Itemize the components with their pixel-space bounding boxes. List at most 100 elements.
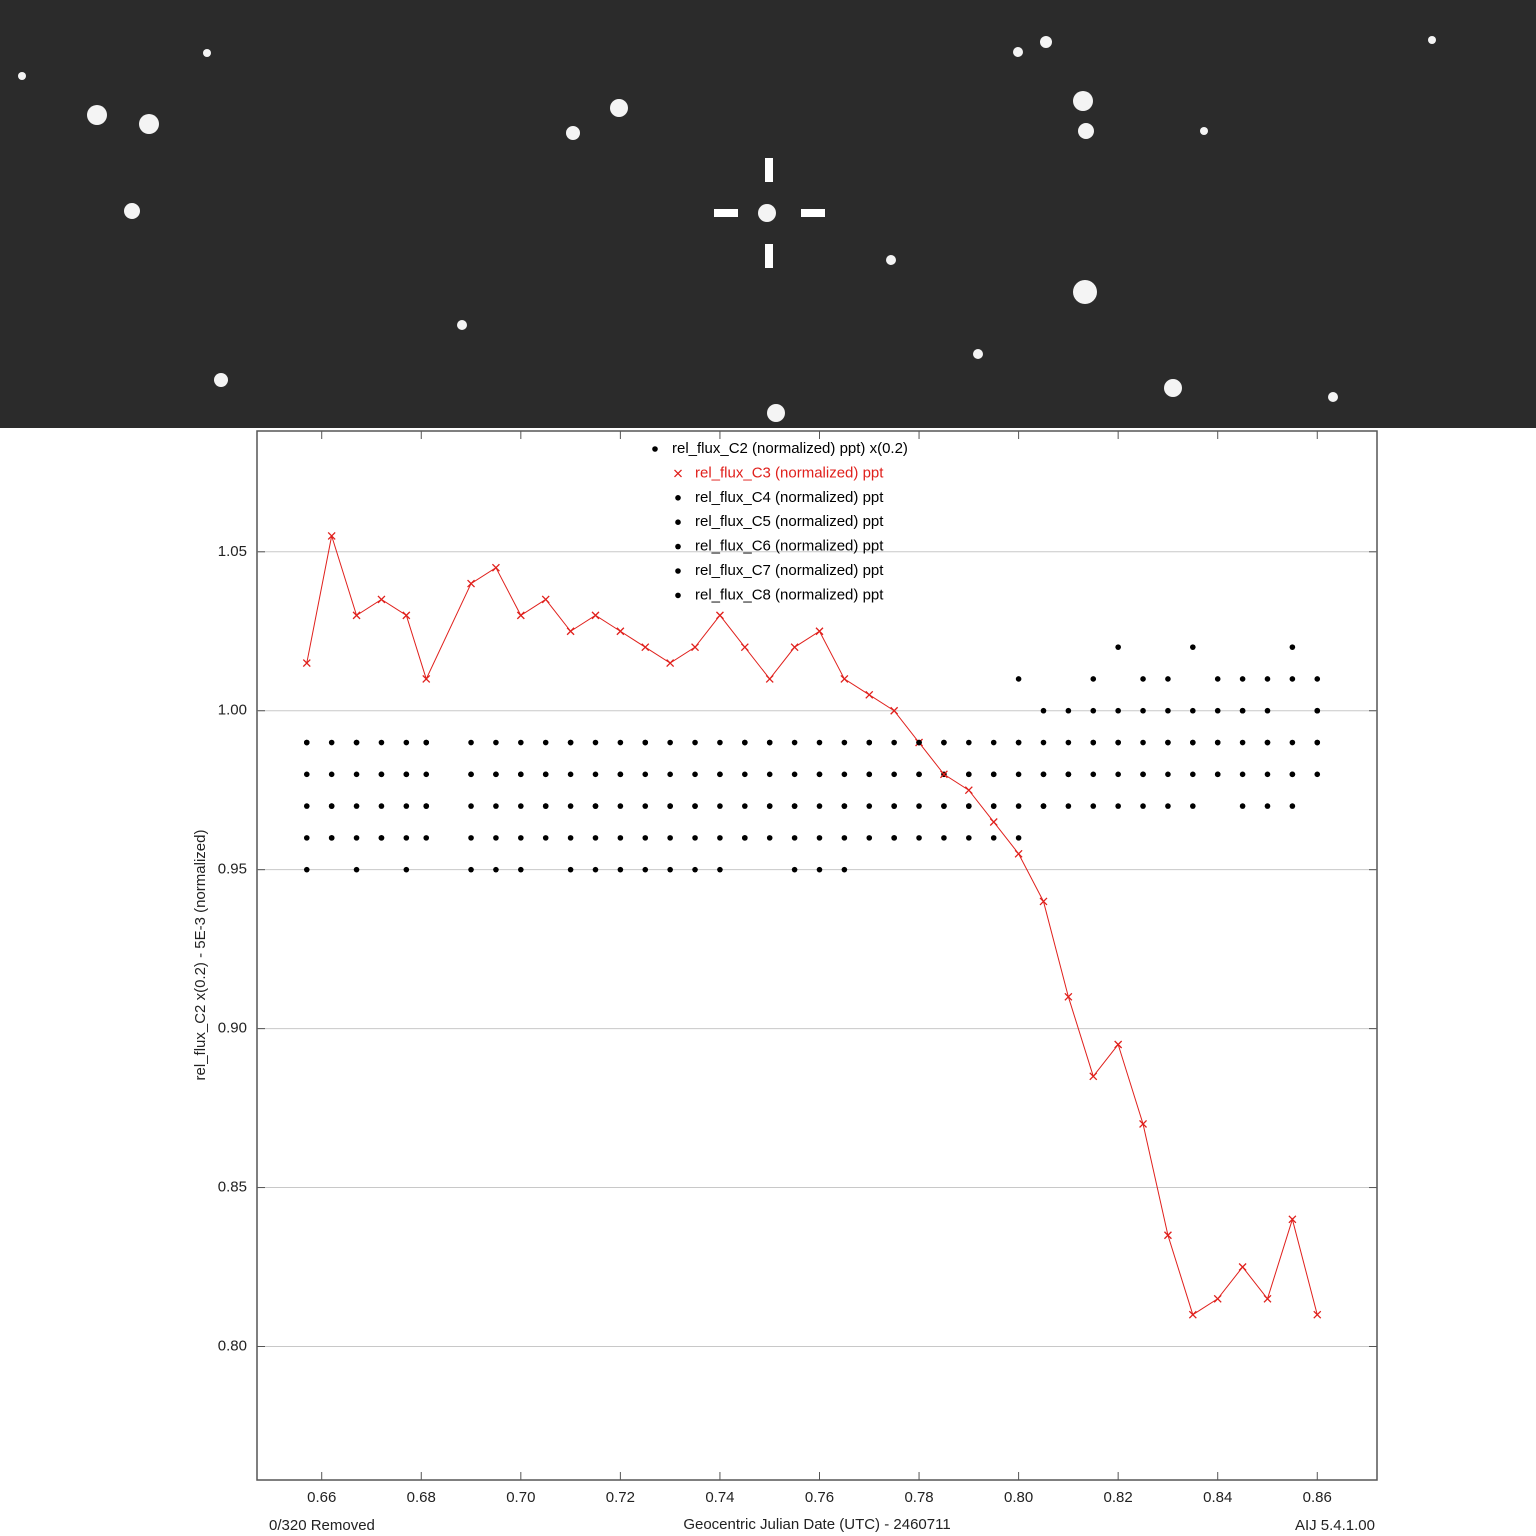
dot-marker: [1289, 739, 1296, 746]
legend-label: rel_flux_C3 (normalized) ppt: [695, 464, 884, 481]
dot-marker: [567, 835, 574, 841]
star: [610, 99, 628, 117]
dot-marker: [1214, 707, 1221, 714]
dot-marker: [567, 771, 574, 778]
dot-marker: [766, 803, 773, 809]
dot-marker: [378, 771, 385, 778]
x-tick-label: 0.70: [506, 1489, 535, 1506]
dot-marker: [1264, 803, 1271, 809]
x-marker: [1163, 1231, 1172, 1240]
star: [1078, 123, 1094, 139]
y-tick-label: 1.05: [218, 543, 247, 560]
star: [886, 255, 896, 265]
dot-marker: [667, 835, 673, 841]
star: [87, 105, 107, 125]
x-marker: [566, 627, 575, 636]
dot-marker: [742, 739, 748, 746]
dot-marker: [423, 739, 430, 746]
target-reticle: [714, 158, 825, 268]
x-tick-label: 0.68: [407, 1489, 436, 1506]
dot-marker: [766, 835, 773, 841]
dot-marker: [742, 835, 748, 841]
dot-marker: [353, 739, 360, 746]
dot-marker: [990, 803, 997, 809]
dot-marker: [841, 803, 848, 809]
dot-marker: [328, 739, 335, 746]
dot-marker: [742, 771, 748, 778]
dot-marker: [303, 866, 310, 873]
x-tick-label: 0.84: [1203, 1489, 1232, 1506]
dot-marker: [742, 803, 748, 809]
dot-marker: [542, 771, 549, 778]
dot-marker: [1065, 803, 1072, 809]
x-marker: [402, 611, 411, 620]
y-tick-label: 0.95: [218, 861, 247, 878]
dot-marker: [353, 771, 360, 778]
dot-marker: [642, 835, 649, 841]
dot-marker: [1165, 739, 1171, 746]
dot-marker: [1090, 676, 1097, 682]
star: [124, 203, 140, 219]
star: [1013, 47, 1023, 57]
x-marker: [1213, 1294, 1222, 1303]
dot-marker: [891, 835, 897, 841]
dot-marker: [468, 739, 474, 746]
x-marker: [516, 611, 525, 620]
dot-marker: [353, 835, 360, 841]
x-marker: [740, 643, 749, 652]
dot-marker: [642, 866, 649, 873]
dot-marker: [1065, 707, 1072, 714]
dot-marker: [328, 803, 335, 809]
dot-marker: [1140, 707, 1146, 714]
dot-marker: [1015, 676, 1022, 682]
dot-marker: [642, 803, 649, 809]
dot-marker: [617, 835, 624, 841]
dot-marker: [1190, 707, 1196, 714]
dot-marker: [1115, 739, 1121, 746]
x-tick-label: 0.66: [307, 1489, 336, 1506]
dot-marker: [717, 835, 723, 841]
dot-marker: [353, 866, 360, 873]
dot-marker: [692, 835, 698, 841]
x-marker: [1089, 1072, 1098, 1081]
dot-marker: [642, 771, 649, 778]
dot-marker: [791, 803, 798, 809]
dot-marker: [592, 739, 599, 746]
dot-marker: [1289, 644, 1296, 650]
x-marker: [302, 659, 311, 668]
dot-marker: [1015, 739, 1022, 746]
dot-marker: [1214, 771, 1221, 778]
y-tick-label: 1.00: [218, 702, 247, 719]
dot-marker: [816, 866, 823, 873]
x-marker: [1039, 897, 1048, 906]
dot-marker: [403, 803, 410, 809]
star: [1328, 392, 1338, 402]
dot-marker: [567, 739, 574, 746]
dot-marker: [1015, 835, 1022, 841]
dot-marker: [667, 739, 673, 746]
dot-marker: [692, 866, 698, 873]
dot-marker: [1190, 739, 1196, 746]
x-marker: [1313, 1310, 1322, 1319]
removed-count: 0/320 Removed: [269, 1517, 375, 1534]
dot-marker: [592, 803, 599, 809]
dot-marker: [667, 803, 673, 809]
x-marker: [840, 674, 849, 683]
dot-marker: [1289, 676, 1296, 682]
x-tick-label: 0.82: [1104, 1489, 1133, 1506]
x-marker: [377, 595, 386, 604]
dot-marker: [617, 803, 624, 809]
reticle-bar: [765, 244, 773, 268]
x-marker: [352, 611, 361, 620]
x-tick-label: 0.78: [904, 1489, 933, 1506]
dot-marker: [941, 803, 947, 809]
dot-marker: [1190, 771, 1196, 778]
dot-marker: [1165, 771, 1171, 778]
dot-marker: [1065, 739, 1072, 746]
x-marker: [422, 674, 431, 683]
dot-marker: [1140, 739, 1146, 746]
legend-marker: [652, 446, 658, 452]
dot-marker: [866, 803, 873, 809]
